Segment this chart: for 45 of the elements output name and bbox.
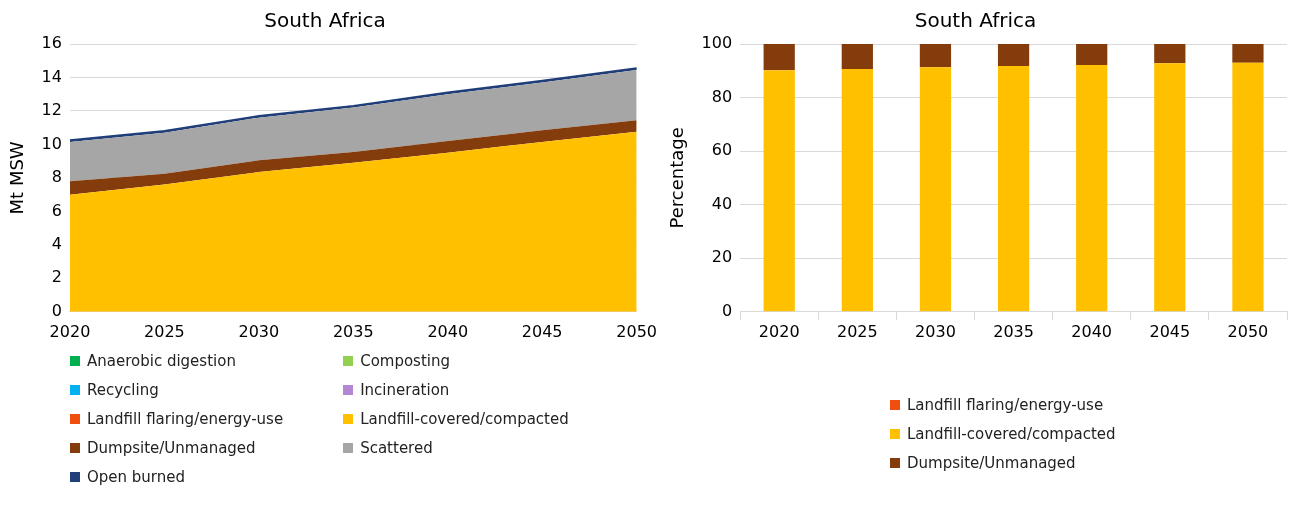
legend-label: Landfill-covered/compacted xyxy=(907,425,1116,443)
x-tick-label: 2035 xyxy=(993,321,1034,341)
legend-label: Scattered xyxy=(360,439,433,457)
legend-label: Landfill-covered/compacted xyxy=(360,410,569,428)
chart-title: South Africa xyxy=(264,8,386,33)
x-tick-label: 2045 xyxy=(521,321,563,341)
x-tick-label: 2035 xyxy=(332,321,374,341)
y-tick-label: 4 xyxy=(51,234,62,254)
y-tick-label: 0 xyxy=(51,300,62,320)
x-tick-label: 2045 xyxy=(1149,321,1191,341)
legend-label: Open burned xyxy=(87,468,186,486)
y-tick-label: 2 xyxy=(51,267,62,287)
legend-label: Incineration xyxy=(360,381,450,399)
legend-label: Landfill flaring/energy-use xyxy=(907,396,1104,414)
y-tick-label: 40 xyxy=(711,193,733,213)
legend-label: Dumpsite/Unmanaged xyxy=(907,454,1076,472)
x-tick-label: 2025 xyxy=(144,321,185,341)
y-tick-label: 0 xyxy=(721,300,733,320)
y-tick-label: 6 xyxy=(51,200,62,220)
x-tick-label: 2020 xyxy=(758,321,800,341)
x-tick-label: 2030 xyxy=(238,321,280,341)
x-tick-label: 2050 xyxy=(1227,321,1269,341)
y-tick-label: 20 xyxy=(711,247,733,267)
y-axis-title: Mt MSW xyxy=(6,141,28,215)
y-tick-label: 14 xyxy=(41,66,62,86)
y-tick-label: 16 xyxy=(41,33,62,53)
legend-label: Landfill flaring/energy-use xyxy=(87,410,284,428)
legend-label: Dumpsite/Unmanaged xyxy=(87,439,256,457)
x-tick-label: 2040 xyxy=(1071,321,1113,341)
x-tick-label: 2040 xyxy=(427,321,469,341)
y-tick-label: 10 xyxy=(41,133,62,153)
y-tick-label: 100 xyxy=(701,33,733,53)
y-tick-label: 8 xyxy=(51,167,62,187)
legend-label: Anaerobic digestion xyxy=(87,352,236,370)
legend-label: Composting xyxy=(360,352,451,370)
y-tick-label: 80 xyxy=(711,86,733,106)
x-tick-label: 2025 xyxy=(836,321,878,341)
chart-title: South Africa xyxy=(914,8,1037,33)
y-tick-label: 12 xyxy=(41,100,62,120)
y-tick-label: 60 xyxy=(711,140,733,160)
legend-label: Recycling xyxy=(87,381,159,399)
x-tick-label: 2030 xyxy=(915,321,956,341)
y-axis-title: Percentage xyxy=(666,127,688,229)
x-tick-label: 2050 xyxy=(616,321,657,341)
x-tick-label: 2020 xyxy=(49,321,91,341)
